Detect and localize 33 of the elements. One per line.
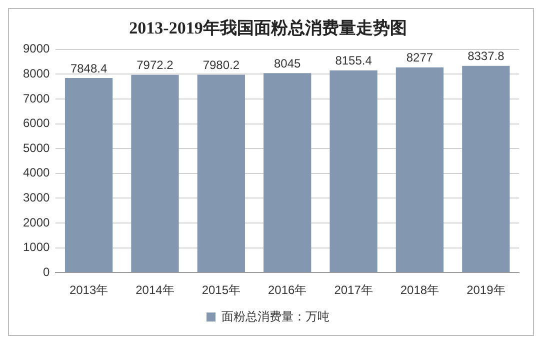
bar xyxy=(64,78,113,272)
x-tick-label: 2018年 xyxy=(400,283,440,298)
y-tick-label: 2000 xyxy=(22,215,50,230)
bar xyxy=(264,73,312,272)
y-tick-label: 3000 xyxy=(22,190,50,205)
y-tick-label: 5000 xyxy=(22,140,50,155)
y-tick-label: 4000 xyxy=(22,166,50,180)
x-tick-label: 2015年 xyxy=(202,283,241,298)
bar xyxy=(330,70,378,272)
legend-label: 面粉总消费量：万吨 xyxy=(222,309,330,324)
chart-title: 2013-2019年我国面粉总消费量走势图 xyxy=(129,18,407,38)
x-tick-label: 2014年 xyxy=(136,283,174,298)
x-tick-label: 2016年 xyxy=(268,283,307,298)
bar xyxy=(131,74,179,272)
y-tick-label: 0 xyxy=(43,264,50,279)
y-tick-label: 8000 xyxy=(22,66,50,81)
data-label: 7848.4 xyxy=(70,61,108,76)
y-tick-label: 9000 xyxy=(22,42,50,56)
y-tick-label: 7000 xyxy=(22,91,50,106)
bar xyxy=(396,67,444,272)
x-tick-label: 2017年 xyxy=(334,283,373,298)
data-label: 7980.2 xyxy=(202,58,240,72)
data-label: 8155.4 xyxy=(335,54,372,68)
bar xyxy=(197,74,245,272)
y-tick-label: 6000 xyxy=(22,116,50,130)
data-label: 8045 xyxy=(274,56,302,70)
x-tick-label: 2019年 xyxy=(466,283,506,298)
data-label: 7972.2 xyxy=(136,58,174,72)
y-tick-label: 1000 xyxy=(22,240,50,254)
x-tick-label: 2013年 xyxy=(69,283,108,298)
data-label: 8277 xyxy=(406,50,434,65)
data-label: 8337.8 xyxy=(468,49,505,64)
bar xyxy=(462,66,510,272)
